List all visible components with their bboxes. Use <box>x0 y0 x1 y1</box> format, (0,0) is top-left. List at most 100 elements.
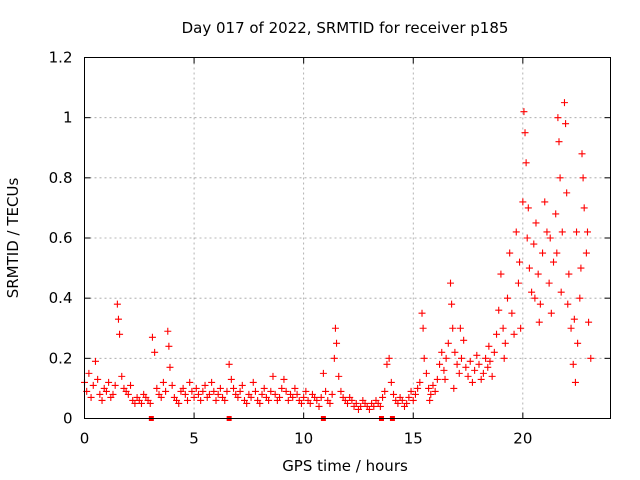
data-points <box>81 99 595 421</box>
data-point <box>190 393 198 401</box>
data-point <box>583 228 591 236</box>
data-point <box>582 249 590 257</box>
data-point <box>113 300 121 308</box>
data-point <box>449 324 457 332</box>
data-point <box>520 108 528 116</box>
y-tick-labels: 0 0.2 0.4 0.6 0.8 1 1.2 <box>49 49 73 428</box>
data-point <box>426 396 434 404</box>
data-point <box>508 309 516 317</box>
data-point <box>517 324 525 332</box>
data-point <box>482 354 490 362</box>
data-point <box>111 381 119 389</box>
data-point <box>541 198 549 206</box>
data-point <box>442 354 450 362</box>
data-point <box>560 99 568 107</box>
data-point <box>422 369 430 377</box>
data-point <box>546 234 554 242</box>
data-point <box>570 315 578 323</box>
data-point <box>313 396 321 404</box>
data-point <box>188 387 196 395</box>
data-point <box>251 387 259 395</box>
chart-title: Day 017 of 2022, SRMTID for receiver p18… <box>182 19 509 37</box>
data-point <box>419 324 427 332</box>
data-point <box>453 360 461 368</box>
data-point <box>521 129 529 137</box>
data-point <box>475 360 483 368</box>
data-point <box>98 396 106 404</box>
data-point <box>535 318 543 326</box>
data-point <box>214 390 222 398</box>
data-point <box>175 399 183 407</box>
data-point <box>383 360 391 368</box>
data-point <box>573 228 581 236</box>
x-tick-label: 5 <box>189 430 199 448</box>
data-point <box>554 114 562 122</box>
data-point <box>118 372 126 380</box>
data-point <box>416 378 424 386</box>
data-point <box>556 174 564 182</box>
data-point <box>477 375 485 383</box>
data-point <box>398 396 406 404</box>
data-point <box>230 384 238 392</box>
data-point <box>444 339 452 347</box>
data-point <box>485 342 493 350</box>
data-point <box>131 399 139 407</box>
data-point <box>208 378 216 386</box>
data-point <box>514 279 522 287</box>
data-point <box>438 348 446 356</box>
data-point <box>282 387 290 395</box>
data-point <box>558 228 566 236</box>
data-point <box>497 270 505 278</box>
data-point <box>414 384 422 392</box>
data-point <box>265 396 273 404</box>
data-point <box>317 393 325 401</box>
data-point <box>500 354 508 362</box>
y-tick-label: 0 <box>63 410 73 428</box>
data-point <box>300 393 308 401</box>
data-point <box>405 393 413 401</box>
y-tick-label: 0.2 <box>49 349 73 367</box>
data-point <box>468 378 476 386</box>
data-point <box>365 405 373 413</box>
data-point <box>322 387 330 395</box>
data-point <box>105 378 113 386</box>
data-point <box>162 387 170 395</box>
data-point <box>557 288 565 296</box>
data-point <box>466 357 474 365</box>
data-point <box>276 393 284 401</box>
data-point <box>523 234 531 242</box>
data-point <box>462 363 470 371</box>
data-point <box>512 228 520 236</box>
data-point <box>577 264 585 272</box>
data-point <box>532 219 540 227</box>
data-point <box>348 396 356 404</box>
data-point <box>256 399 264 407</box>
x-tick-label: 10 <box>294 430 313 448</box>
data-point <box>297 399 305 407</box>
data-point <box>479 369 487 377</box>
data-point <box>543 228 551 236</box>
data-point <box>576 294 584 302</box>
data-point <box>433 375 441 383</box>
data-point <box>499 324 507 332</box>
data-point <box>457 354 465 362</box>
data-point <box>333 339 341 347</box>
data-point <box>539 249 547 257</box>
data-point <box>87 393 95 401</box>
data-point <box>164 327 172 335</box>
data-point <box>550 258 558 266</box>
data-point <box>569 360 577 368</box>
data-point <box>545 279 553 287</box>
data-point <box>258 390 266 398</box>
data-point <box>456 324 464 332</box>
data-point <box>337 387 345 395</box>
data-point <box>440 366 448 374</box>
data-point <box>236 387 244 395</box>
data-point <box>85 369 93 377</box>
data-point <box>503 294 511 302</box>
data-point <box>455 369 463 377</box>
data-point <box>201 381 209 389</box>
data-point <box>181 390 189 398</box>
data-point <box>580 204 588 212</box>
data-point <box>587 354 595 362</box>
